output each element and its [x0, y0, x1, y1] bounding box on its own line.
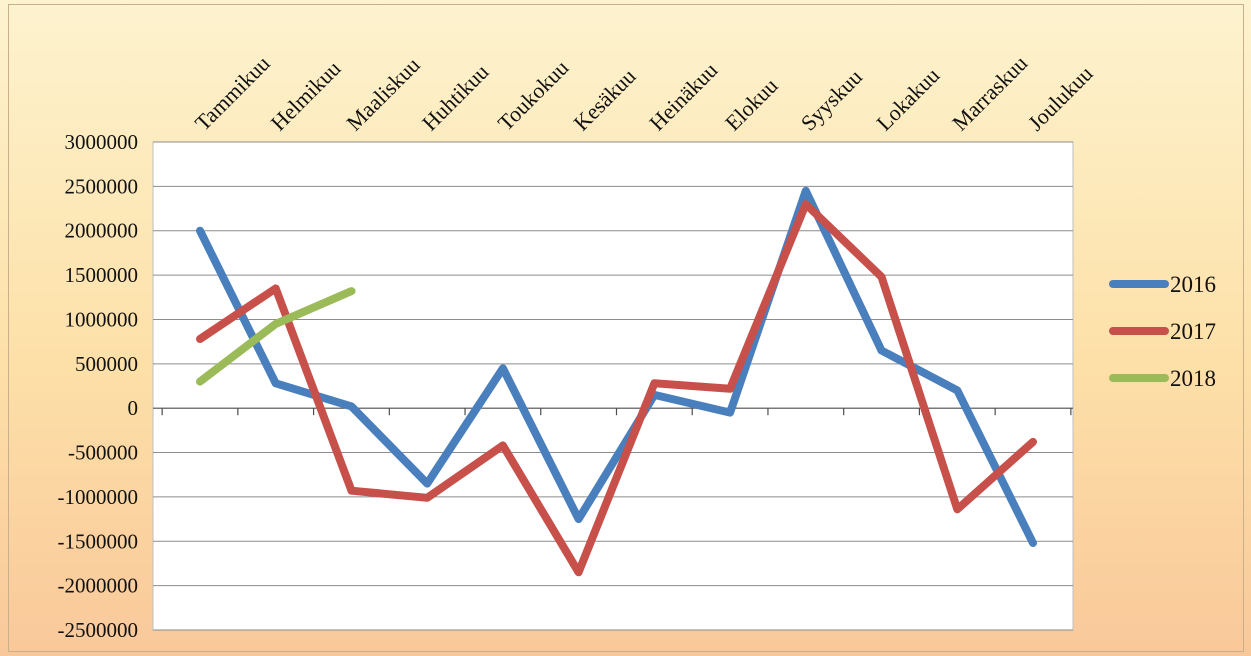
x-tick-label: Elokuu: [720, 73, 783, 136]
x-axis: [161, 408, 1072, 416]
series-line-2017: [196, 200, 1037, 577]
series-line-2016: [196, 186, 1037, 547]
page-border: [8, 4, 1244, 652]
series-line-2018: [196, 287, 356, 386]
legend-label-2017: 2017: [1170, 319, 1216, 344]
y-tick-label: 0: [128, 396, 139, 420]
y-tick-label: -1000000: [58, 485, 139, 509]
series-lines: [196, 186, 1037, 577]
y-tick-label: -2000000: [58, 574, 139, 598]
y-tick-label: -500000: [68, 441, 138, 465]
x-tick-label: Kesäkuu: [568, 63, 640, 135]
x-tick-label: Toukokuu: [493, 55, 574, 136]
x-tick-label: Syyskuu: [796, 64, 867, 135]
y-tick-label: 2500000: [65, 174, 139, 198]
y-tick-label: -1500000: [58, 529, 139, 553]
y-tick-label: 1000000: [65, 307, 139, 331]
x-tick-label: Marraskuu: [947, 50, 1032, 135]
x-tick-label: Huhtikuu: [417, 59, 493, 135]
y-tick-label: -2500000: [58, 618, 139, 642]
x-tick-label: Heinäkuu: [644, 57, 722, 135]
x-tick-label: Joulukuu: [1023, 61, 1098, 136]
x-tick-label: Tammikuu: [190, 51, 275, 136]
legend-label-2016: 2016: [1170, 272, 1216, 297]
y-tick-label: 500000: [75, 352, 138, 376]
x-tick-label: Maaliskuu: [341, 52, 424, 135]
legend-label-2018: 2018: [1170, 366, 1216, 391]
legend: 2016 2017 2018: [1109, 272, 1216, 391]
x-tick-label: Helmikuu: [266, 56, 346, 136]
y-tick-label: 3000000: [65, 130, 139, 154]
y-tick-label: 2000000: [65, 219, 139, 243]
y-axis-ticks: 3000000 2500000 2000000 1500000 1000000 50000…: [58, 130, 139, 642]
y-tick-label: 1500000: [65, 263, 139, 287]
x-tick-label: Lokakuu: [871, 63, 944, 136]
